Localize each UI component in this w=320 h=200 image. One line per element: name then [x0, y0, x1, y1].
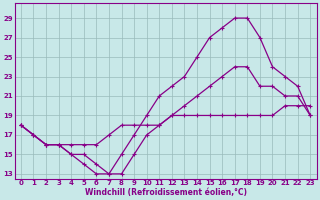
X-axis label: Windchill (Refroidissement éolien,°C): Windchill (Refroidissement éolien,°C): [84, 188, 247, 197]
